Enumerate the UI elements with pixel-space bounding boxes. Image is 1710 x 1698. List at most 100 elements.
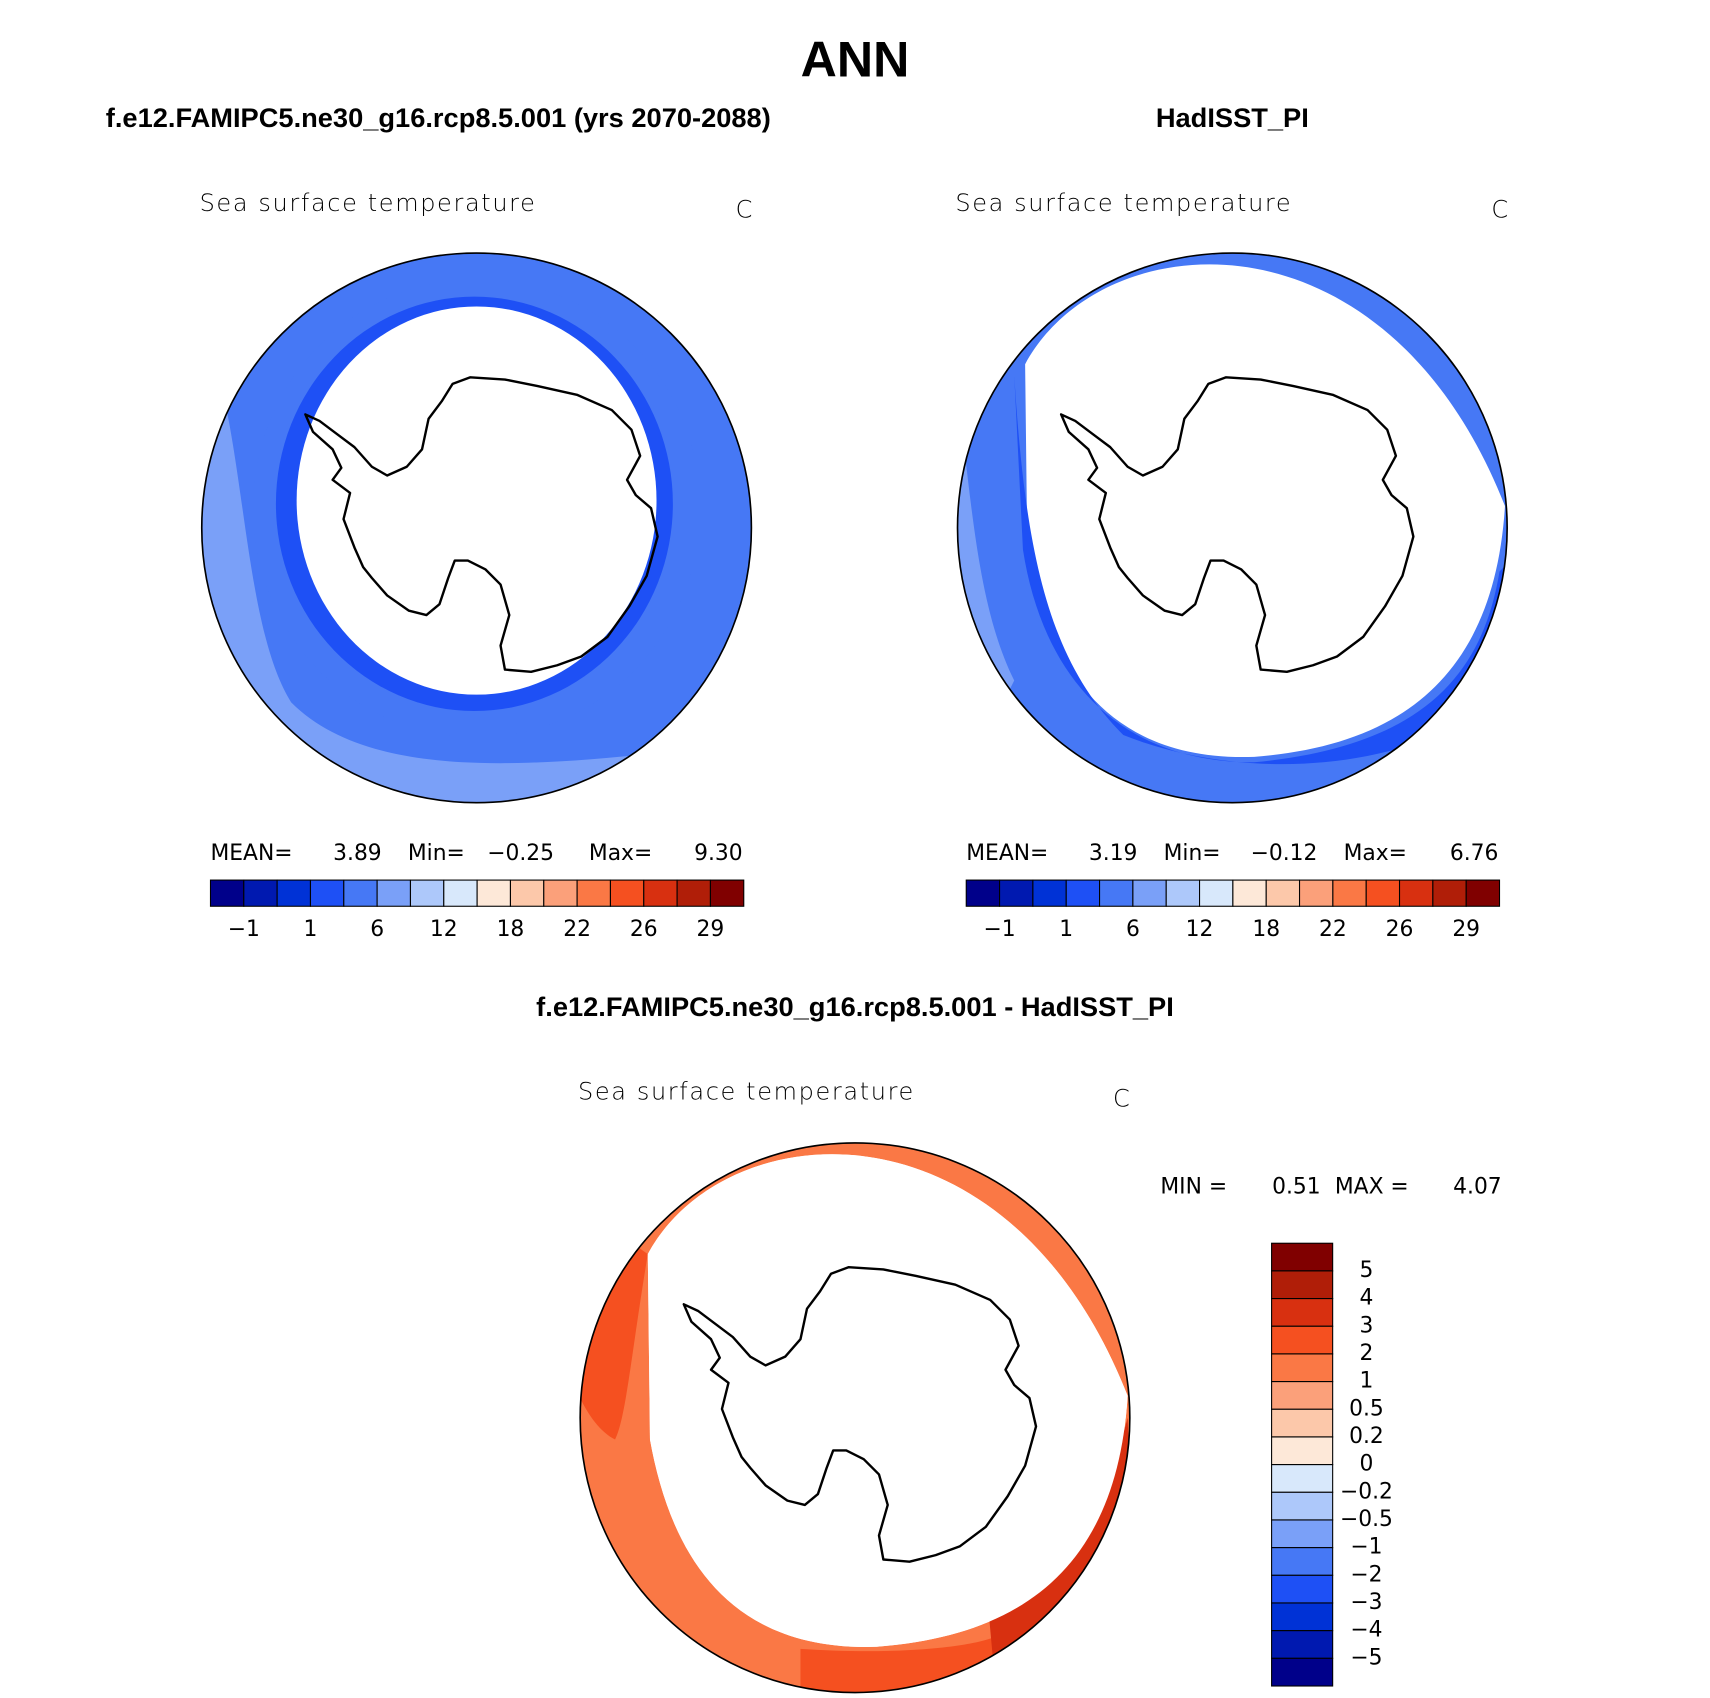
panel-title: f.e12.FAMIPC5.ne30_g16.rcp8.5.001 - HadI… <box>536 991 1174 1022</box>
colorbar-box <box>1271 1381 1334 1410</box>
colorbar-box <box>1132 879 1167 907</box>
colorbar-box <box>1199 879 1234 907</box>
colorbar-box <box>509 879 545 907</box>
colorbar-label: 6 <box>1126 917 1140 942</box>
colorbar-label: 0 <box>1360 1452 1374 1477</box>
colorbar-box <box>1432 879 1467 907</box>
stat-value: −0.25 <box>487 841 554 866</box>
colorbar-box <box>409 879 445 907</box>
colorbar-box <box>343 879 378 907</box>
colorbar-box <box>1032 879 1067 907</box>
colorbar-label: −4 <box>1350 1618 1382 1643</box>
colorbar-label: 12 <box>430 917 458 942</box>
colorbar-box <box>1099 879 1134 907</box>
stat-label: Min= <box>408 841 465 866</box>
colorbar-label: 18 <box>1252 917 1280 942</box>
map <box>579 1142 1131 1694</box>
colorbar-box <box>1271 1436 1334 1466</box>
colorbar-label: 1 <box>304 917 318 942</box>
stat-value: 4.07 <box>1453 1175 1502 1200</box>
colorbar-label: 4 <box>1360 1286 1374 1311</box>
colorbar-label: 26 <box>1386 917 1414 942</box>
colorbar-label: −1 <box>983 917 1015 942</box>
coastline <box>1059 376 1415 673</box>
stat-value: −0.12 <box>1251 841 1318 866</box>
units-label: C <box>1113 1084 1131 1112</box>
stat-label: Min= <box>1164 841 1221 866</box>
sea-ice <box>647 1154 1128 1647</box>
colorbar-box <box>1271 1547 1334 1576</box>
stat-label: MIN = <box>1160 1175 1227 1200</box>
colorbar-box <box>1271 1491 1334 1521</box>
colorbar-box <box>676 879 711 907</box>
sea-ice <box>296 306 657 695</box>
panel-title: f.e12.FAMIPC5.ne30_g16.rcp8.5.001 (yrs 2… <box>106 102 771 133</box>
colorbar-label: 0.2 <box>1349 1424 1384 1449</box>
colorbar-box <box>1271 1298 1334 1327</box>
colorbar-box <box>276 879 312 907</box>
panel-title: HadISST_PI <box>1156 102 1309 133</box>
colorbar-box <box>1232 879 1267 907</box>
colorbar-box <box>376 879 412 907</box>
stat-value: 3.19 <box>1089 841 1138 866</box>
variable-label: Sea surface temperature <box>200 189 537 217</box>
variable-label: Sea surface temperature <box>955 189 1292 217</box>
colorbar-label: 1 <box>1360 1369 1374 1394</box>
colorbar-box <box>1398 879 1434 907</box>
colorbar-label: −5 <box>1350 1645 1382 1670</box>
sst-field <box>957 253 1508 803</box>
colorbar-label: 22 <box>1319 917 1347 942</box>
colorbar-box <box>1271 1353 1334 1383</box>
colorbar-box <box>1271 1657 1334 1687</box>
colorbar-box <box>543 879 578 907</box>
colorbar-box <box>309 879 345 907</box>
stat-value: 0.51 <box>1272 1175 1321 1200</box>
colorbar-box <box>1465 879 1501 907</box>
colorbar-box <box>1271 1242 1334 1272</box>
colorbar-box <box>1271 1408 1334 1438</box>
colorbar-box <box>1332 879 1367 907</box>
colorbar-label: −1 <box>228 917 260 942</box>
colorbar-box <box>1271 1325 1334 1355</box>
colorbar-label: −0.2 <box>1340 1479 1393 1504</box>
colorbar-box <box>1265 879 1301 907</box>
stat-label: MEAN= <box>966 841 1048 866</box>
colorbar-box <box>1271 1270 1334 1300</box>
colorbar-label: −1 <box>1350 1535 1382 1560</box>
colorbar-label: 3 <box>1360 1313 1374 1338</box>
colorbar-box <box>643 879 678 907</box>
colorbar-box <box>1065 879 1101 907</box>
colorbar-box <box>1365 879 1401 907</box>
colorbar-box <box>443 879 478 907</box>
stat-label: Max= <box>589 841 652 866</box>
map-border <box>956 252 1508 804</box>
colorbar-box <box>1271 1602 1334 1632</box>
colorbar-label: −0.5 <box>1340 1507 1393 1532</box>
map-border <box>200 252 753 804</box>
stat-value: 3.89 <box>333 841 382 866</box>
colorbar-label: 1 <box>1059 917 1073 942</box>
colorbar-label: 6 <box>370 917 384 942</box>
colorbar-box <box>576 879 611 907</box>
colorbar-label: −2 <box>1350 1562 1382 1587</box>
colorbar-label: 18 <box>497 917 525 942</box>
colorbar-box <box>965 879 1001 907</box>
stat-label: MAX = <box>1335 1175 1409 1200</box>
colorbar-box <box>1271 1464 1334 1493</box>
colorbar-label: 2 <box>1360 1341 1374 1366</box>
colorbar-label: −3 <box>1350 1590 1382 1615</box>
figure-title: ANN <box>801 32 910 88</box>
colorbar-box <box>1271 1630 1334 1659</box>
colorbar-box <box>476 879 511 907</box>
colorbar-box <box>1298 879 1334 907</box>
colorbar-label: 0.5 <box>1349 1396 1384 1421</box>
colorbar-label: 22 <box>563 917 591 942</box>
colorbar-box <box>209 879 245 907</box>
colorbar-label: 29 <box>1452 917 1480 942</box>
stat-label: MEAN= <box>210 841 292 866</box>
colorbar-box <box>609 879 645 907</box>
colorbar-box <box>1271 1519 1334 1549</box>
colorbar-label: 26 <box>630 917 658 942</box>
